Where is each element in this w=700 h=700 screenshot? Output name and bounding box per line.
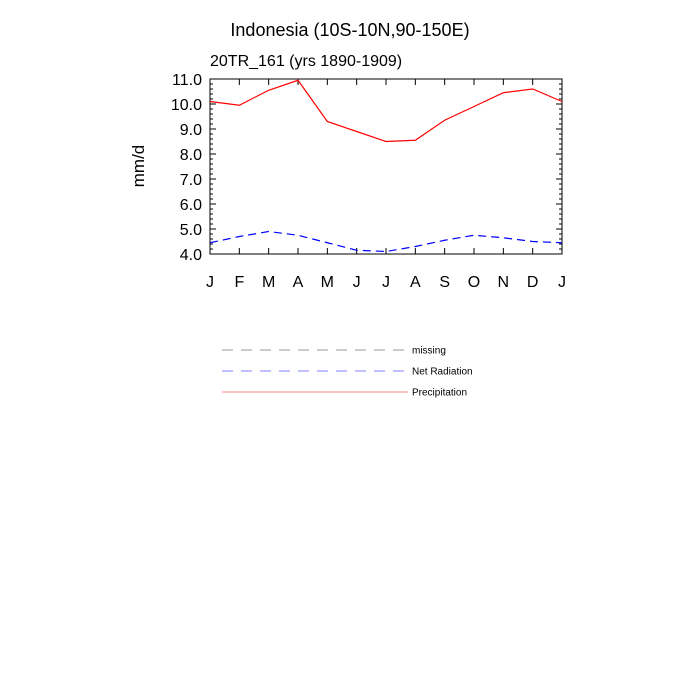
y-tick-label: 6.0 [180, 197, 202, 214]
legend-missing-label: missing [412, 346, 446, 357]
x-tick-label: M [321, 274, 334, 291]
plot-frame [209, 78, 563, 255]
x-tick-label: S [439, 274, 450, 291]
x-tick-label: M [262, 274, 275, 291]
legend: missing Net Radiation Precipitation [222, 346, 473, 399]
x-tick-label: J [382, 274, 390, 291]
y-tick-label: 10.0 [171, 97, 202, 114]
x-tick-label: O [468, 274, 480, 291]
y-tick-label: 8.0 [180, 147, 202, 164]
x-tick-label: D [527, 274, 539, 291]
y-tick-label: 7.0 [180, 172, 202, 189]
x-tick-label: A [410, 274, 421, 291]
y-tick-label: 9.0 [180, 122, 202, 139]
y-tick-label: 11.0 [172, 72, 202, 89]
x-tick-label: N [498, 274, 510, 291]
x-tick-label: J [353, 274, 361, 291]
series-line-net-radiation [209, 230, 563, 253]
plot-area: 4.05.06.07.08.09.010.011.0J F M A M J J A S O N D J [171, 72, 566, 291]
series-line-precipitation [209, 79, 563, 143]
chart-subtitle: 20TR_161 (yrs 1890-1909) [210, 53, 402, 70]
legend-precipitation-label: Precipitation [412, 388, 467, 399]
y-tick-label: 5.0 [180, 222, 202, 239]
chart-title: Indonesia (10S-10N,90-150E) [230, 20, 469, 40]
x-tick-label: A [293, 274, 304, 291]
x-tick-label: J [558, 274, 566, 291]
x-tick-label: J [206, 274, 214, 291]
x-tick-label: F [234, 274, 244, 291]
y-axis-label: mm/d [129, 145, 148, 188]
y-tick-label: 4.0 [180, 247, 202, 264]
legend-net-radiation-label: Net Radiation [412, 367, 473, 378]
